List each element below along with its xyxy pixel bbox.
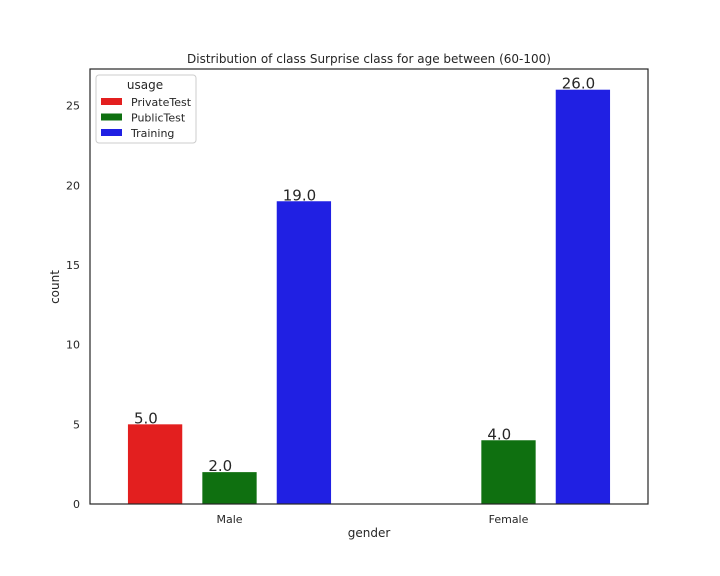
bars-layer	[127, 89, 611, 505]
legend: usage PrivateTest PublicTest Training	[95, 74, 197, 144]
x-axis-title: gender	[348, 526, 391, 540]
legend-label-privatetest: PrivateTest	[131, 96, 192, 109]
y-tick-label: 20	[66, 179, 80, 192]
bar-value-label: 2.0	[208, 457, 232, 475]
x-tick-label: Male	[216, 513, 242, 526]
bar-value-label: 5.0	[134, 409, 158, 427]
y-tick-label: 10	[66, 339, 80, 352]
legend-swatch-training	[101, 129, 122, 136]
legend-title: usage	[127, 78, 163, 92]
bar-value-label: 26.0	[562, 75, 595, 93]
legend-label-training: Training	[130, 127, 174, 140]
bar-publictest-female	[481, 440, 536, 504]
bar-value-label: 4.0	[487, 425, 511, 443]
x-tick-label: Female	[489, 513, 529, 526]
y-tick-label: 0	[73, 498, 80, 511]
axes-layer: Male Female 0 5 10 15 20 25	[66, 68, 649, 526]
y-tick-label: 5	[73, 418, 80, 431]
bar-training-male	[276, 201, 332, 504]
legend-swatch-publictest	[101, 113, 122, 121]
chart-title: Distribution of class Surprise class for…	[187, 52, 551, 66]
legend-label-publictest: PublicTest	[131, 112, 186, 125]
plot-frame	[89, 68, 649, 505]
bar-training-female	[555, 89, 611, 505]
legend-entries: PrivateTest PublicTest Training	[101, 96, 192, 140]
bar-labels-layer: 5.0 2.0 19.0 4.0 26.0	[134, 75, 595, 475]
legend-swatch-privatetest	[101, 98, 122, 105]
y-tick-label: 25	[66, 100, 80, 113]
y-tick-label: 15	[66, 259, 80, 272]
bar-value-label: 19.0	[283, 186, 316, 204]
bar-publictest-male	[202, 472, 257, 504]
legend-frame	[95, 74, 197, 144]
bar-privatetest-male	[127, 424, 183, 504]
y-axis-title: count	[48, 270, 62, 304]
